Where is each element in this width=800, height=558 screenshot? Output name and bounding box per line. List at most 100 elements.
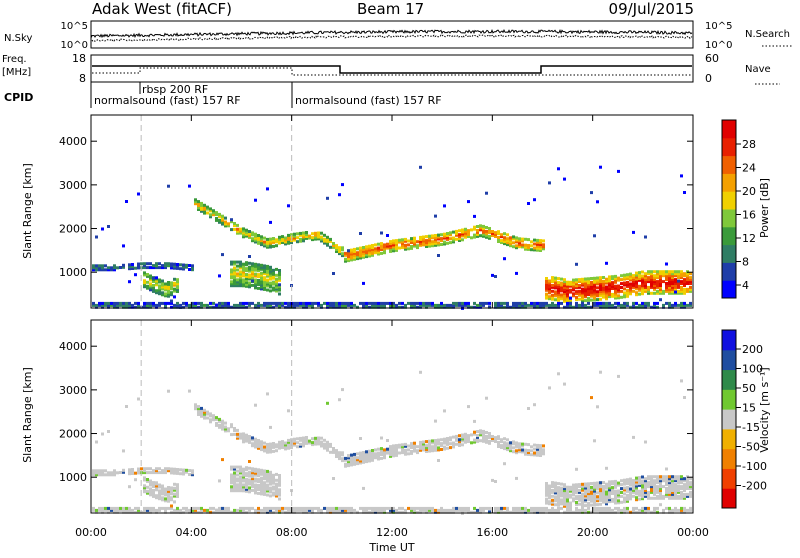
heatmap-cell [389,242,392,246]
heatmap-cell [581,277,584,281]
heatmap-cell [368,451,371,455]
heatmap-cell [242,305,245,309]
heatmap-cell [605,287,608,291]
heatmap-cell [518,450,521,454]
heatmap-cell [623,510,626,514]
heatmap-cell [623,500,626,504]
heatmap-cell [653,510,656,514]
heatmap-cell [221,253,224,257]
heatmap-cell [515,236,518,240]
heatmap-cell [608,305,611,309]
heatmap-cell [563,305,566,309]
heatmap-cell [131,263,134,266]
heatmap-cell [227,305,230,309]
heatmap-cell [593,439,596,443]
heatmap-cell [614,499,617,503]
heatmap-cell [362,253,365,257]
heatmap-cell [590,482,593,485]
heatmap-cell [350,510,353,514]
heatmap-cell [122,506,125,510]
heatmap-cell [323,444,326,448]
heatmap-cell [644,272,647,276]
heatmap-cell [170,305,173,309]
heatmap-cell [437,459,440,462]
heatmap-cell [101,266,104,270]
heatmap-cell [479,303,482,307]
heatmap-cell [650,490,653,494]
heatmap-cell [95,440,98,444]
heatmap-cell [533,453,536,457]
heatmap-cell [326,237,329,241]
heatmap-cell [587,486,590,490]
heatmap-cell [245,232,248,236]
heatmap-cell [449,241,452,245]
heatmap-cell [269,271,272,275]
heatmap-cell [398,246,401,250]
heatmap-cell [566,499,569,503]
heatmap-cell [389,454,392,458]
heatmap-cell [590,305,593,309]
heatmap-cell [485,440,488,444]
heatmap-cell [161,496,164,500]
heatmap-cell [644,289,647,293]
heatmap-cell [548,295,551,299]
heatmap-cell [224,425,227,429]
heatmap-cell [191,508,194,512]
heatmap-cell [245,277,248,280]
heatmap-cell [614,301,617,305]
heatmap-cell [272,473,275,477]
heatmap-cell [605,295,608,299]
heatmap-cell [278,278,281,282]
colorbar-segment [722,280,736,299]
heatmap-cell [260,283,263,287]
heatmap-cell [263,276,266,280]
heatmap-cell [428,236,431,240]
heatmap-cell [614,305,617,309]
heatmap-cell [644,485,647,489]
heatmap-cell [269,470,272,474]
heatmap-cell [494,508,497,512]
heatmap-cell [671,287,674,291]
heatmap-cell [149,467,152,471]
heatmap-cell [203,209,206,213]
heatmap-cell [557,503,560,507]
heatmap-cell [602,287,605,291]
heatmap-cell [299,442,302,446]
heatmap-cell [632,479,635,483]
heatmap-cell [590,510,593,514]
heatmap-cell [455,233,458,237]
heatmap-cell [590,485,593,489]
heatmap-cell [524,506,527,510]
heatmap-cell [209,412,212,416]
heatmap-cell [377,451,380,455]
heatmap-cell [623,305,626,309]
heatmap-cell [176,266,179,270]
heatmap-cell [455,237,458,241]
heatmap-cell [485,301,488,305]
heatmap-cell [152,287,155,291]
heatmap-cell [596,506,599,510]
heatmap-cell [260,480,263,484]
heatmap-cell [533,248,536,252]
heatmap-cell [368,248,371,252]
heatmap-cell [158,485,161,489]
heatmap-cell [260,476,263,480]
heatmap-cell [338,248,341,252]
heatmap-cell [587,503,590,507]
heatmap-cell [242,436,245,440]
heatmap-cell [191,510,194,514]
heatmap-cell [335,246,338,249]
heatmap-cell [245,485,248,489]
heatmap-cell [635,486,638,490]
heatmap-cell [485,506,488,510]
heatmap-cell [482,437,485,441]
heatmap-cell [335,453,338,456]
heatmap-cell [101,303,104,307]
heatmap-cell [170,283,173,287]
heatmap-cell [158,489,161,493]
heatmap-cell [344,303,347,307]
heatmap-cell [155,264,158,268]
heatmap-cell [686,280,689,284]
heatmap-cell [557,499,560,503]
heatmap-cell [248,235,251,239]
